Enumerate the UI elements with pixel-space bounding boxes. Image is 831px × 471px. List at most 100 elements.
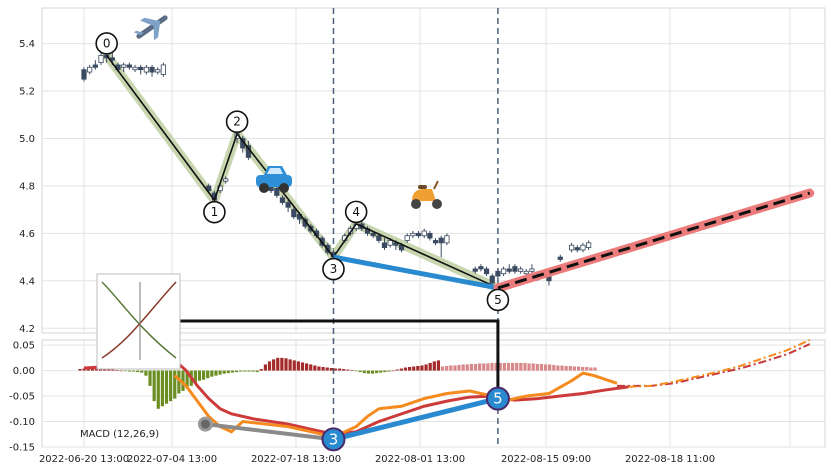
histogram-projection-bar: [498, 362, 502, 371]
histogram-bar: [403, 367, 408, 371]
histogram-projection-bar: [461, 364, 465, 371]
macd-grey-segment: [205, 422, 334, 442]
histogram-bar: [391, 370, 395, 372]
wave-3-5-line: [333, 254, 499, 291]
wave-line: [106, 54, 499, 289]
macd-y-tick-label: -0.15: [9, 443, 35, 454]
candle-body: [444, 235, 450, 244]
histogram-bar: [399, 368, 403, 371]
histogram-projection-bar: [593, 367, 597, 371]
histogram-bar: [251, 370, 255, 372]
candle-body: [149, 66, 155, 73]
histogram-bar: [321, 367, 325, 371]
histogram-bar: [420, 365, 424, 371]
projection-line: [497, 191, 811, 290]
histogram-projection-bar: [445, 365, 449, 371]
histogram-projection-bar: [515, 362, 519, 371]
histogram-projection-bar: [531, 363, 535, 371]
candle-body: [517, 268, 524, 272]
macd-y-tick-label: 0.05: [13, 341, 35, 352]
histogram-bar: [436, 360, 441, 371]
histogram-bar: [197, 370, 202, 381]
candle-body: [580, 244, 586, 251]
macd-layer: [83, 339, 811, 442]
histogram-bar: [140, 370, 144, 373]
histogram-projection-bar: [572, 366, 576, 371]
histogram-projection-bar: [482, 363, 486, 371]
histogram-projection-bar: [581, 367, 585, 371]
histogram-bar: [218, 370, 222, 375]
histogram-bar: [107, 369, 111, 371]
histogram-projection-bar: [502, 362, 506, 371]
candle-body: [98, 55, 104, 63]
candle-body: [393, 242, 399, 246]
histogram-bar: [375, 370, 379, 374]
macd-line: [173, 371, 618, 439]
macd-wave-marker: [485, 386, 510, 411]
macd-wave-label: 5: [493, 390, 503, 408]
candle-body: [291, 209, 297, 218]
histogram-bar: [366, 370, 370, 374]
histogram-bar: [309, 364, 313, 371]
candle-body: [279, 197, 286, 203]
histogram-bar: [119, 370, 123, 372]
airplane-icon: [133, 15, 168, 41]
histogram-bar: [329, 368, 333, 371]
histogram-bar: [156, 370, 160, 409]
price-y-tick-label: 5.4: [19, 39, 35, 50]
macd-wave-3-5-line: [332, 396, 499, 442]
connector-line: [180, 319, 500, 389]
candle-body: [438, 237, 444, 244]
macd-y-tick-label: -0.10: [9, 417, 35, 428]
histogram-bar: [173, 370, 177, 399]
histogram-bar: [296, 361, 300, 371]
histogram-bar: [82, 368, 86, 371]
candle-body: [404, 235, 410, 241]
histogram-projection-bar: [453, 365, 457, 371]
wave-point-label: 3: [330, 262, 338, 276]
candle-body: [557, 256, 563, 260]
histogram-bar: [185, 370, 189, 389]
histogram-bar: [103, 368, 107, 371]
price-y-tick-label: 4.4: [19, 276, 35, 287]
histogram-bar: [111, 369, 115, 371]
histogram-projection-bar: [469, 363, 473, 371]
candle-body: [529, 268, 535, 272]
histogram-projection-bar: [589, 367, 593, 371]
price-y-tick-label: 4.2: [19, 324, 35, 335]
price-y-tick-label: 4.8: [19, 181, 35, 192]
candle-body: [506, 268, 512, 272]
histogram-bar: [395, 369, 399, 371]
histogram-projection-bar: [449, 365, 453, 371]
histogram-bar: [288, 359, 292, 371]
histogram-bar: [387, 370, 391, 372]
inset-thumbnail: [96, 273, 181, 370]
candle-body: [489, 275, 495, 284]
histogram-bar: [317, 366, 321, 371]
histogram-bar: [210, 370, 214, 377]
histogram-bar: [379, 370, 383, 373]
histogram-bar: [370, 370, 375, 374]
histogram-projection-bar: [473, 363, 478, 371]
annotation-layer: 0 1 2 3 4 5 3 5: [95, 32, 510, 452]
histogram-projection-bar: [494, 362, 498, 371]
candle-body: [483, 268, 490, 275]
histogram-bar: [226, 370, 230, 374]
histogram-projection-bar: [519, 362, 523, 371]
histogram-bar: [136, 370, 140, 373]
macd-title: MACD (12,26,9): [80, 429, 159, 440]
histogram-bar: [123, 370, 127, 372]
candle-body: [523, 270, 529, 275]
histogram-bar: [416, 365, 420, 371]
inset-thumbnail-curve: [101, 281, 177, 359]
histogram-bar: [383, 370, 387, 373]
histogram-projection-bar: [523, 362, 527, 371]
histogram-bar: [193, 370, 197, 384]
histogram-bar: [358, 370, 362, 373]
candle-body: [138, 66, 144, 71]
histogram-bar: [177, 370, 181, 394]
histogram-bar: [144, 370, 148, 376]
icon-layer: [96, 15, 442, 370]
x-tick-label: 2022-07-18 13:00: [251, 454, 341, 465]
